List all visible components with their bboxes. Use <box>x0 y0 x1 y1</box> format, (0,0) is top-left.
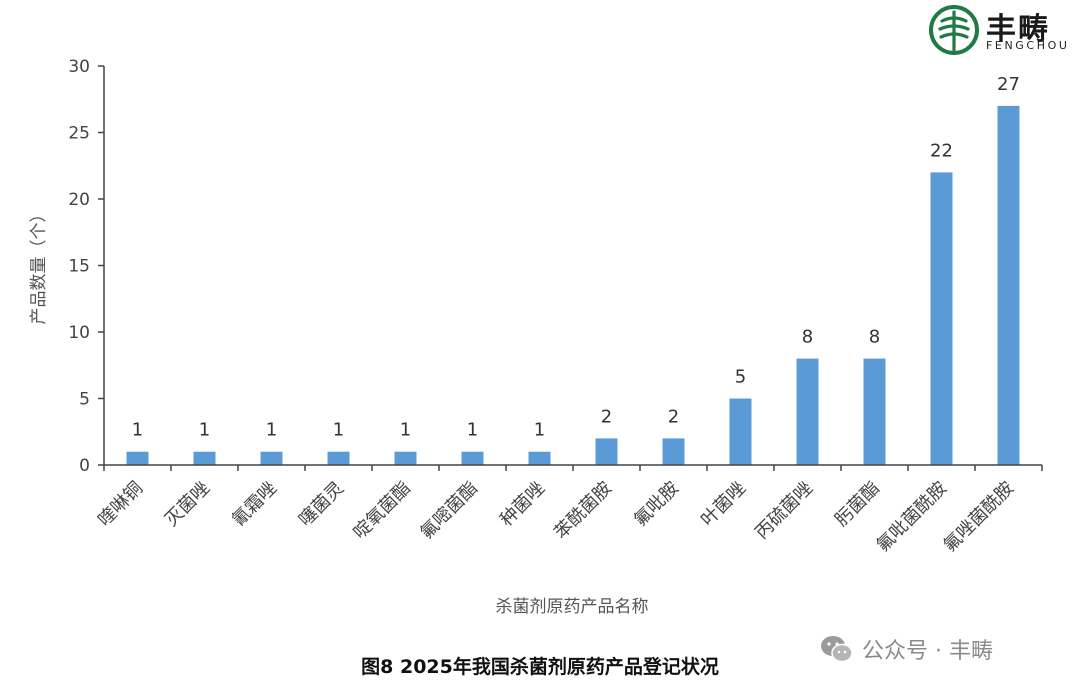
bar-chart: 051015202530 1 1 1 1 1 1 12 258 82227 喹啉铜 灭菌唑 氰霜唑噻… <box>29 57 1043 617</box>
bar <box>729 398 752 465</box>
wechat-watermark: 公众号 · 丰畴 <box>820 632 993 666</box>
x-tick-label: 啶氧菌酯 <box>349 478 415 544</box>
bars <box>126 105 1020 466</box>
logo-name: 丰畴 <box>986 12 1050 47</box>
bar <box>461 451 484 465</box>
y-tick-label: 30 <box>68 57 90 77</box>
x-tick-label: 丙硫菌唑 <box>751 478 817 544</box>
y-tick-label: 0 <box>79 456 90 476</box>
data-label: 1 <box>132 420 143 441</box>
x-tick-label: 苯酰菌胺 <box>550 478 616 544</box>
data-label: 2 <box>601 406 612 427</box>
bar <box>126 451 149 465</box>
bar <box>863 358 886 465</box>
x-tick-label: 氟唑菌酰胺 <box>940 478 1018 556</box>
data-label: 1 <box>400 420 411 441</box>
x-tick-label: 氟吡菌酰胺 <box>873 478 951 556</box>
wechat-icon <box>821 636 853 663</box>
y-axis-title: 产品数量（个） <box>29 206 49 325</box>
y-tick-label: 25 <box>68 124 90 144</box>
x-tick-label: 喹啉铜 <box>94 478 147 531</box>
bar <box>327 451 350 465</box>
fengchou-logo: 丰畴 FENGCHOU <box>928 4 1078 56</box>
y-tick-label: 10 <box>68 323 90 343</box>
data-label: 8 <box>802 327 813 348</box>
figure-caption: 图8 2025年我国杀菌剂原药产品登记状况 <box>361 656 719 678</box>
bar <box>528 451 551 465</box>
x-tick-label: 种菌唑 <box>496 478 549 531</box>
y-axis-ticks: 0 5 10 15 20 25 30 <box>68 57 104 476</box>
bar <box>930 172 953 465</box>
bar <box>260 451 283 465</box>
x-tick-label: 氟吡胺 <box>630 478 683 531</box>
data-label: 2 <box>668 406 679 427</box>
x-tick-label: 肟菌酯 <box>831 478 884 531</box>
x-axis-title: 杀菌剂原药产品名称 <box>496 597 649 617</box>
bar <box>595 438 618 465</box>
bar <box>796 358 819 465</box>
data-label: 5 <box>735 367 746 388</box>
bar <box>997 105 1020 466</box>
y-tick-label: 15 <box>68 257 90 277</box>
watermark-text: 公众号 · 丰畴 <box>862 639 993 664</box>
x-tick-label: 灭菌唑 <box>161 478 214 531</box>
bar <box>394 451 417 465</box>
bar <box>193 451 216 465</box>
data-label: 8 <box>869 327 880 348</box>
data-label: 1 <box>534 420 545 441</box>
x-axis-ticks: 喹啉铜 灭菌唑 氰霜唑 噻菌灵 啶氧菌酯 氟嘧菌酯 种菌唑 苯酰菌胺 氟吡胺 叶菌唑 丙硫菌唑 肟菌酯… <box>94 465 1043 556</box>
data-label: 22 <box>930 140 953 161</box>
data-label: 1 <box>467 420 478 441</box>
data-label: 27 <box>997 74 1020 95</box>
logo-subtitle: FENGCHOU <box>986 39 1070 52</box>
x-tick-label: 氰霜唑 <box>228 478 281 531</box>
data-label: 1 <box>333 420 344 441</box>
bar <box>662 438 685 465</box>
x-tick-label: 叶菌唑 <box>697 478 750 531</box>
data-label: 1 <box>266 420 277 441</box>
y-tick-label: 20 <box>68 190 90 210</box>
y-tick-label: 5 <box>79 390 90 410</box>
x-tick-label: 噻菌灵 <box>295 478 348 531</box>
x-tick-label: 氟嘧菌酯 <box>416 478 482 544</box>
wheat-leaf-icon <box>929 5 979 55</box>
data-label: 1 <box>199 420 210 441</box>
